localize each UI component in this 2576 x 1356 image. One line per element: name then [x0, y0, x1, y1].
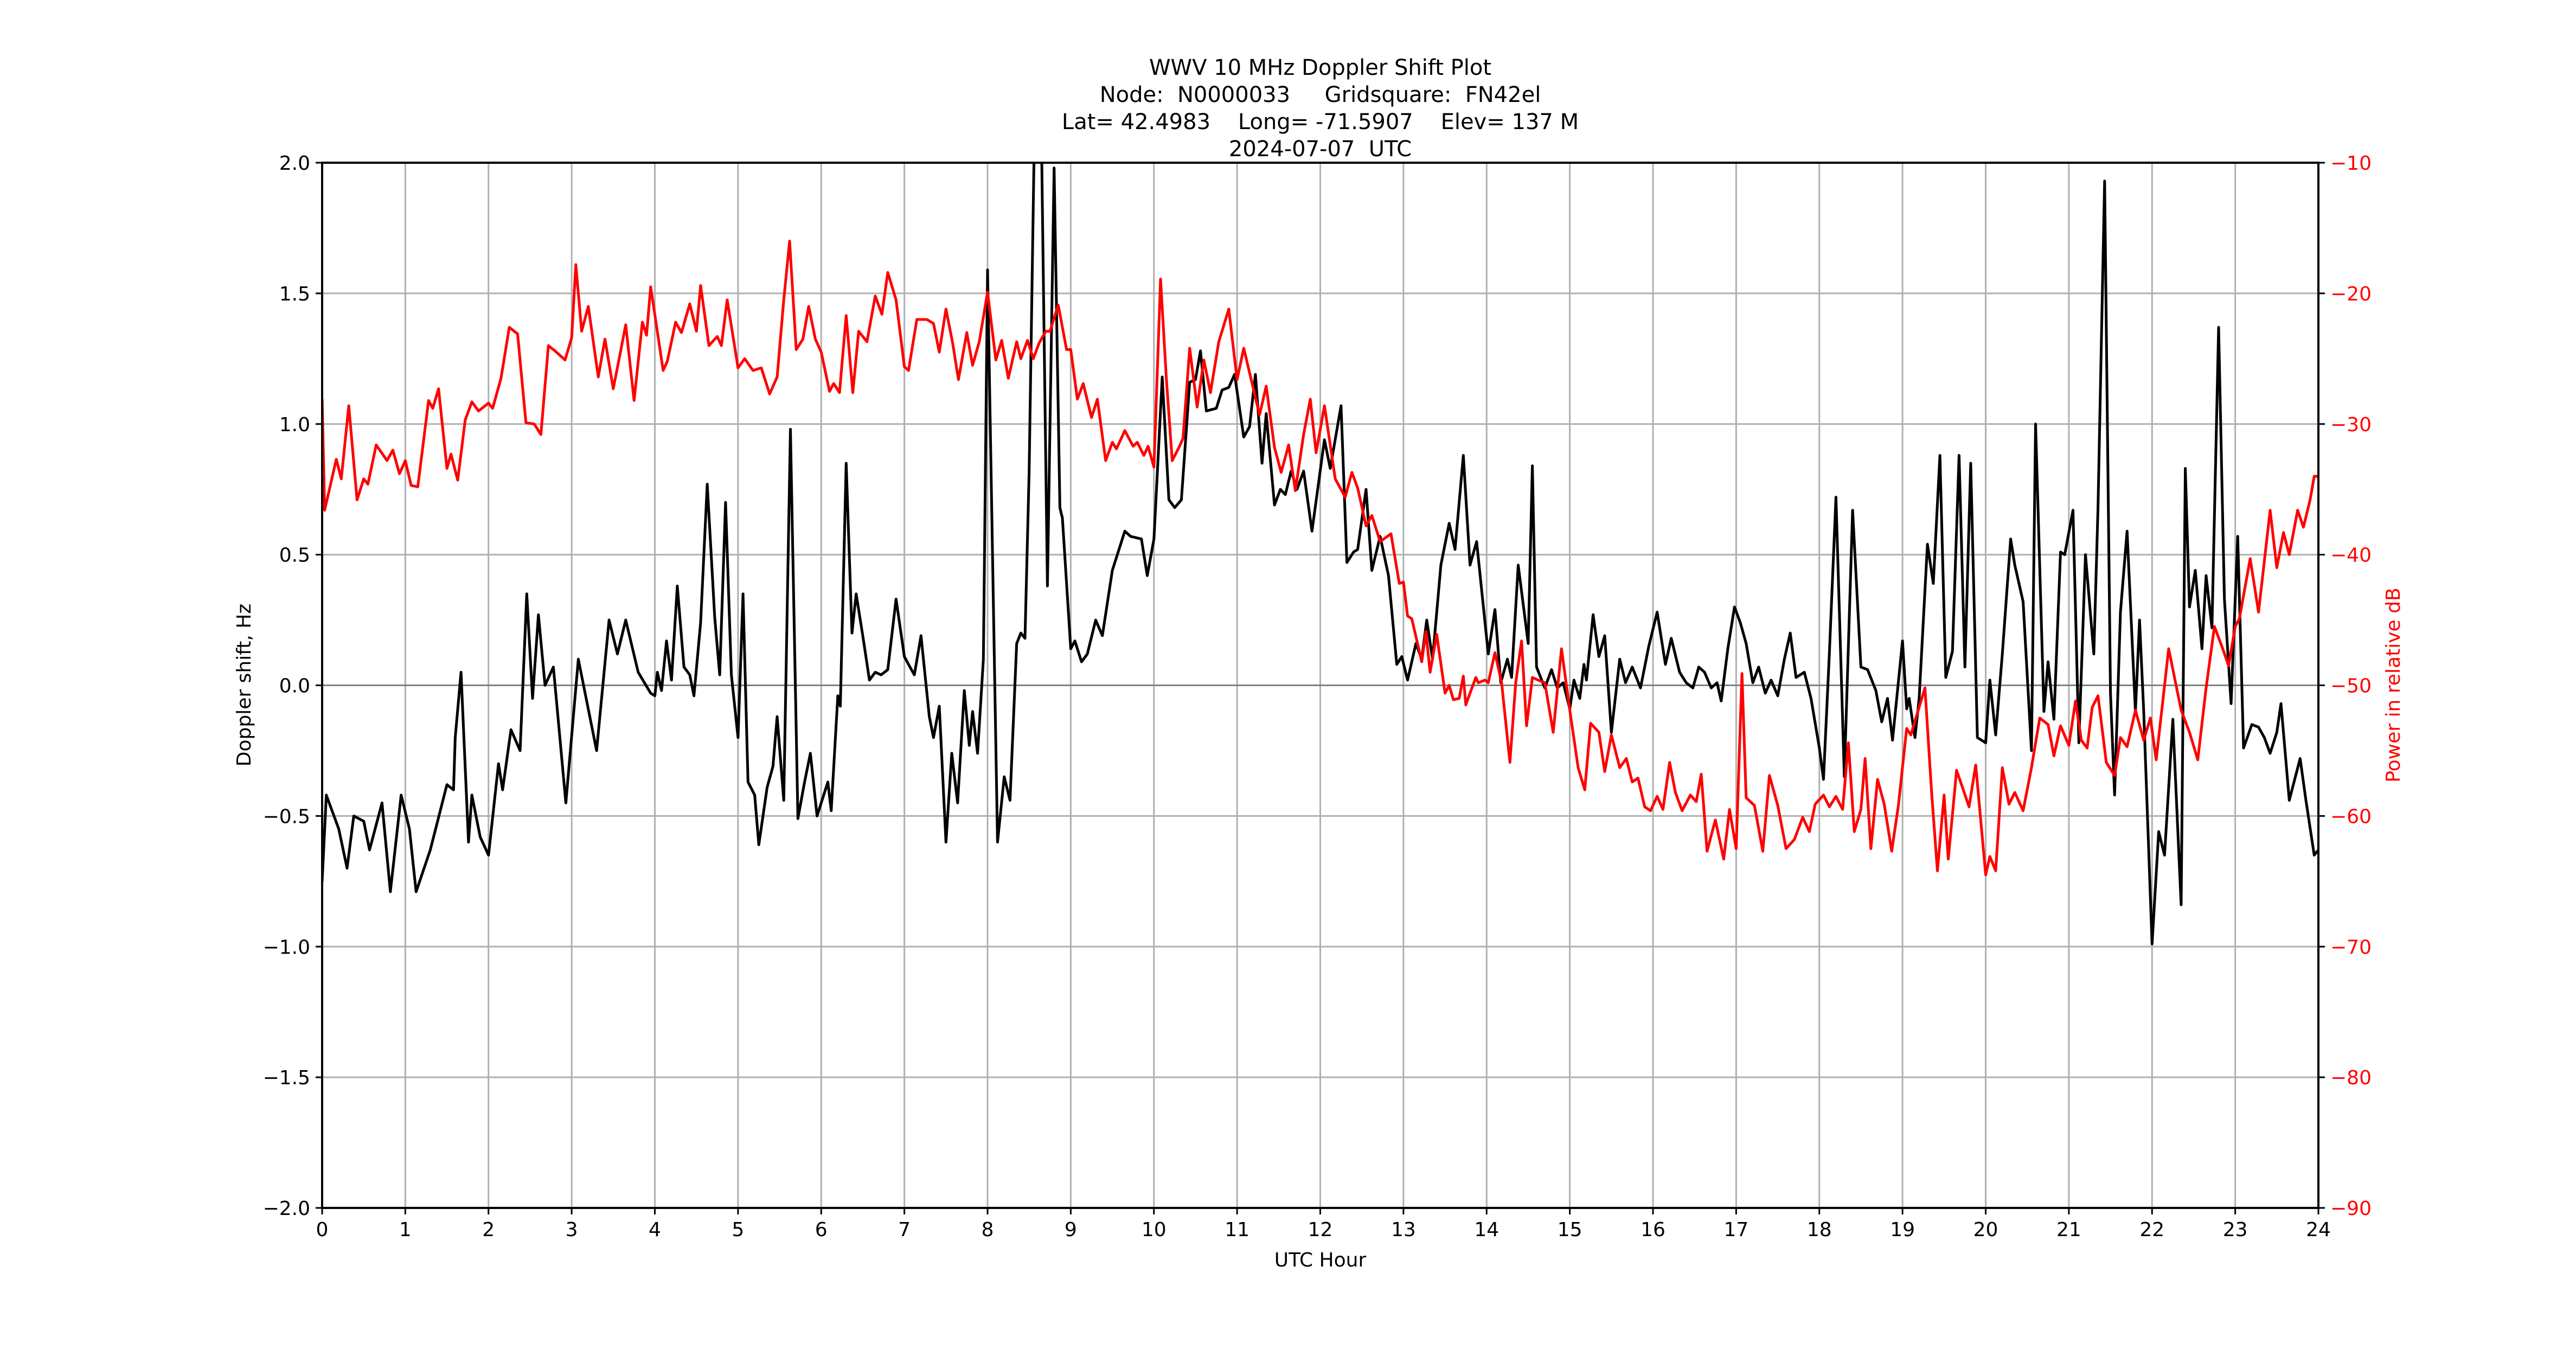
grid-lines [321, 162, 2319, 1209]
x-tick-label: 8 [982, 1219, 994, 1241]
x-tick-label: 3 [566, 1219, 578, 1241]
x-tick-label: 12 [1308, 1219, 1333, 1241]
title-line-1: WWV 10 MHz Doppler Shift Plot [1149, 55, 1492, 80]
chart-title: WWV 10 MHz Doppler Shift Plot Node: N000… [322, 54, 2318, 163]
x-tick-label: 0 [316, 1219, 329, 1241]
x-tick-label: 18 [1807, 1219, 1832, 1241]
x-axis-label: UTC Hour [1274, 1249, 1367, 1271]
y2-tick-label: −60 [2330, 805, 2372, 828]
title-line-2: Node: N0000033 Gridsquare: FN42el [1099, 82, 1541, 107]
x-tick-label: 23 [2223, 1219, 2248, 1241]
x-tick-label: 10 [1142, 1219, 1167, 1241]
y2-tick-label: −80 [2330, 1067, 2372, 1089]
x-tick-label: 19 [1890, 1219, 1915, 1241]
y-tick-label: 0.0 [279, 675, 310, 698]
x-tick-label: 24 [2306, 1219, 2331, 1241]
y-tick-label: 1.5 [279, 283, 310, 305]
y-tick-label: 1.0 [279, 414, 310, 436]
x-tick-label: 1 [399, 1219, 412, 1241]
y-axis-label-left: Doppler shift, Hz [233, 604, 255, 766]
x-tick-label: 11 [1225, 1219, 1249, 1241]
power-series-line [322, 240, 2318, 877]
x-tick-label: 2 [482, 1219, 495, 1241]
title-line-3: Lat= 42.4983 Long= -71.5907 Elev= 137 M [1061, 110, 1579, 135]
x-tick-label: 20 [1973, 1219, 1998, 1241]
x-tick-label: 15 [1558, 1219, 1582, 1241]
y-axis-label-right: Power in relative dB [2382, 587, 2405, 782]
y2-tick-label: −50 [2330, 675, 2372, 698]
y-tick-label: −0.5 [263, 805, 310, 828]
x-tick-label: 4 [649, 1219, 661, 1241]
x-tick-label: 13 [1391, 1219, 1416, 1241]
x-tick-label: 14 [1474, 1219, 1499, 1241]
x-tick-label: 9 [1065, 1219, 1077, 1241]
y2-tick-label: −20 [2330, 283, 2372, 305]
x-tick-label: 7 [898, 1219, 911, 1241]
y2-tick-label: −40 [2330, 545, 2372, 567]
doppler-series-line [322, 163, 2318, 945]
y-tick-label: −1.5 [263, 1067, 310, 1089]
x-tick-label: 5 [732, 1219, 744, 1241]
y2-tick-label: −70 [2330, 936, 2372, 958]
x-tick-label: 17 [1723, 1219, 1748, 1241]
title-line-4: 2024-07-07 UTC [1228, 137, 1412, 162]
y2-tick-label: −90 [2330, 1198, 2372, 1220]
x-tick-label: 16 [1641, 1219, 1665, 1241]
x-tick-label: 22 [2139, 1219, 2164, 1241]
y-tick-label: 2.0 [279, 152, 310, 175]
axes: 0 1 2 3 4 5 6 7 8 9 10 11 12 13 14 15 16 17 18 19 20 21 22 23 24… [263, 152, 2372, 1241]
y-tick-label: −2.0 [263, 1198, 310, 1220]
y-tick-label: 0.5 [279, 545, 310, 567]
x-tick-label: 21 [2056, 1219, 2081, 1241]
y2-tick-label: −10 [2330, 152, 2372, 175]
x-tick-label: 6 [815, 1219, 828, 1241]
y-tick-label: −1.0 [263, 936, 310, 958]
data-series [322, 163, 2318, 945]
y2-tick-label: −30 [2330, 414, 2372, 436]
